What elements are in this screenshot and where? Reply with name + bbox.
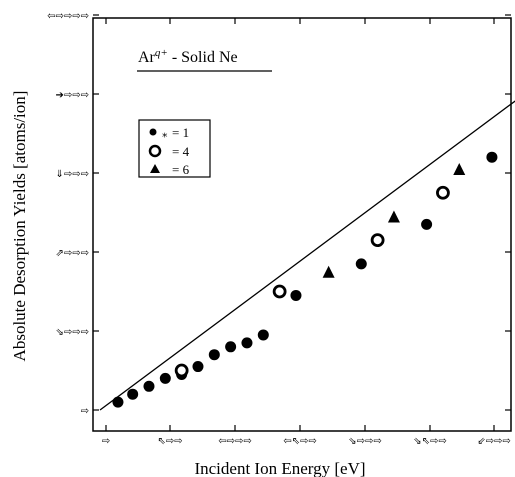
x-tick-label: ⇦⇨⇨⇨ (218, 436, 252, 447)
data-point-q1 (127, 388, 139, 400)
data-point-q1 (290, 289, 302, 301)
data-point-q6 (387, 210, 400, 223)
data-point-q1 (257, 329, 269, 341)
fit-line (99, 100, 515, 411)
legend: ⁎ = 1 = 4 = 6 (138, 119, 211, 178)
x-tick-label: ⇘⇨⇨⇨ (348, 436, 382, 447)
data-point-q1 (159, 372, 171, 384)
data-point-q4 (174, 363, 189, 378)
data-point-q1 (421, 218, 433, 230)
y-axis: ⇨ ⇘⇨⇨⇨ ⇗⇨⇨⇨ ⇓⇨⇨⇨ ➔⇨⇨⇨ ⇦⇨⇨⇨⇨ (47, 11, 511, 417)
data-point-q4 (436, 185, 450, 200)
data-point-q1 (225, 341, 237, 353)
y-tick-label: ⇦⇨⇨⇨⇨ (47, 11, 89, 22)
data-point-q1 (192, 361, 204, 373)
y-tick-label: ⇘⇨⇨⇨ (55, 327, 89, 338)
data-point-q1 (143, 380, 155, 392)
y-tick-label: ⇨ (81, 406, 89, 417)
chart-title: Arq+ - Solid Ne (138, 47, 238, 66)
data-point-q1 (241, 337, 253, 349)
legend-label-q6: = 6 (172, 162, 190, 177)
y-tick-label: ⇓⇨⇨⇨ (55, 169, 89, 180)
title-base: Ar (138, 49, 156, 66)
x-tick-label: ⇦⇖⇨⇨ (283, 436, 317, 447)
x-tick-label: ⇘⇖⇨⇨ (413, 436, 447, 447)
legend-label-q1: = 1 (172, 125, 189, 140)
x-axis-label: Incident Ion Energy [eV] (194, 459, 365, 477)
data-point-q1 (112, 396, 124, 408)
x-tick-label: ⇙⇨⇨⇨ (477, 436, 511, 447)
data-point-q1 (486, 151, 498, 163)
data-point-q1 (355, 258, 367, 270)
x-axis: ⇨ ⇖⇨⇨ ⇦⇨⇨⇨ ⇦⇖⇨⇨ ⇘⇨⇨⇨ ⇘⇖⇨⇨ ⇙⇨⇨⇨ (102, 18, 511, 447)
y-tick-label: ➔⇨⇨⇨ (55, 90, 89, 101)
x-tick-label: ⇨ (102, 436, 110, 447)
legend-marker-q4 (148, 144, 162, 158)
x-tick-label: ⇖⇨⇨ (157, 436, 182, 447)
title-superscript: q+ (155, 47, 168, 59)
data-point-q6 (453, 163, 466, 176)
legend-marker-q1 (149, 128, 157, 136)
legend-marker-q6 (150, 164, 160, 173)
data-point-q4 (272, 284, 287, 299)
data-point-q4 (370, 233, 385, 248)
title-rest: - Solid Ne (168, 49, 238, 66)
plot-frame (92, 17, 512, 432)
data-point-q1 (208, 349, 220, 361)
y-tick-label: ⇗⇨⇨⇨ (55, 248, 89, 259)
data-marks (112, 151, 498, 408)
y-axis-label: Absolute Desorption Yields [atoms/ion] (10, 91, 29, 362)
title-box: Arq+ - Solid Ne (137, 47, 272, 72)
legend-glyph-q1: ⁎ (162, 127, 168, 140)
data-point-q6 (322, 265, 335, 278)
legend-label-q4: = 4 (172, 144, 190, 159)
